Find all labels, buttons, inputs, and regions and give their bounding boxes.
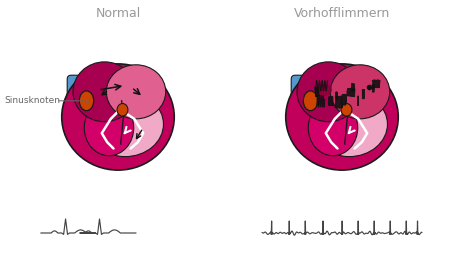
Ellipse shape bbox=[330, 65, 390, 119]
Ellipse shape bbox=[303, 91, 318, 111]
Text: Vorhofflimmern: Vorhofflimmern bbox=[294, 7, 390, 20]
Ellipse shape bbox=[311, 92, 387, 157]
Ellipse shape bbox=[106, 65, 166, 119]
Ellipse shape bbox=[308, 100, 358, 156]
Text: Normal: Normal bbox=[95, 7, 140, 20]
Ellipse shape bbox=[117, 104, 128, 116]
Text: Sinusknoten: Sinusknoten bbox=[4, 96, 60, 105]
Ellipse shape bbox=[62, 64, 174, 170]
Ellipse shape bbox=[286, 64, 398, 170]
FancyBboxPatch shape bbox=[67, 75, 93, 137]
Ellipse shape bbox=[73, 62, 136, 122]
Ellipse shape bbox=[316, 84, 332, 96]
Ellipse shape bbox=[80, 91, 94, 111]
FancyBboxPatch shape bbox=[291, 75, 317, 137]
Ellipse shape bbox=[341, 104, 352, 116]
Ellipse shape bbox=[297, 62, 360, 122]
Ellipse shape bbox=[84, 100, 134, 156]
Ellipse shape bbox=[87, 92, 164, 157]
